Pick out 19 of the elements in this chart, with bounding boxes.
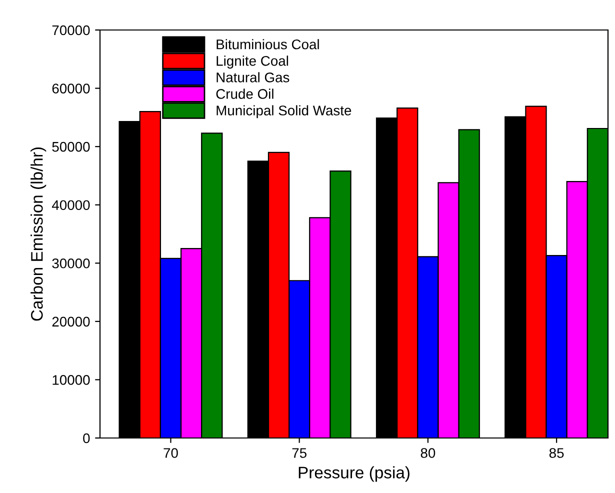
legend-label: Municipal Solid Waste [216, 105, 352, 118]
y-tick-label: 60000 [52, 84, 90, 94]
legend-label: Lignite Coal [216, 56, 288, 69]
legend-label: Bituminious Coal [216, 39, 319, 50]
legend-label: Natural Gas [216, 72, 290, 82]
x-tick-label: 75 [292, 448, 306, 458]
y-tick-label: 30000 [52, 258, 90, 268]
x-axis-title: Pressure (psia) [298, 466, 410, 482]
y-tick-label: 50000 [52, 142, 90, 152]
y-axis-title: Carbon Emission (lb/hr) [30, 148, 46, 321]
y-tick-label: 0 [83, 433, 90, 444]
y-tick-label: 40000 [52, 200, 90, 210]
x-tick-label: 85 [549, 448, 564, 458]
y-tick-label: 70000 [52, 25, 90, 36]
x-tick-label: 70 [164, 448, 178, 458]
y-tick-label: 10000 [52, 375, 90, 385]
legend-label: Crude Oil [216, 88, 274, 99]
x-tick-label: 80 [420, 448, 436, 458]
y-tick-label: 20000 [52, 316, 90, 327]
